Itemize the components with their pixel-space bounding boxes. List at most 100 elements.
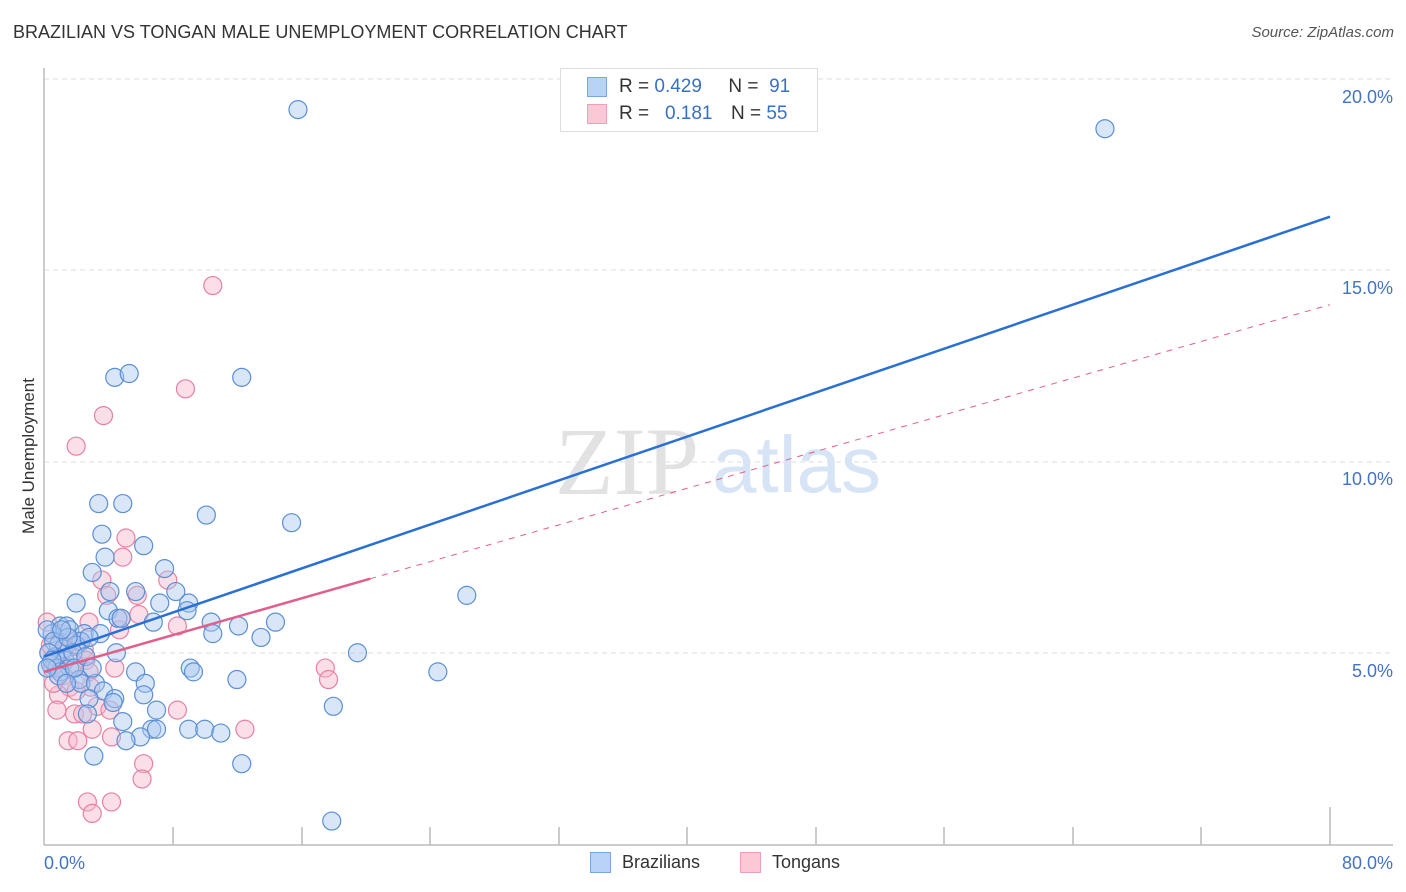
- r-value-tongans: 0.181: [664, 103, 713, 124]
- brazilian-point: [1095, 119, 1115, 139]
- trend-lines: [43, 215, 1331, 674]
- brazilian-point: [44, 631, 64, 651]
- brazilian-point: [103, 692, 123, 713]
- tongan-point: [116, 528, 136, 548]
- brazilian-point: [251, 627, 271, 648]
- tongan-point: [175, 379, 196, 399]
- brazilian-point: [227, 669, 247, 690]
- watermark-atlas: atlas: [712, 420, 881, 509]
- brazilian-point: [66, 593, 86, 613]
- brazilian-point: [52, 620, 72, 640]
- legend-item-tongans[interactable]: Tongans: [740, 852, 840, 873]
- brazilian-point: [183, 662, 204, 682]
- tongan-point: [132, 769, 152, 789]
- n-label: N =: [728, 76, 759, 97]
- legend-row-brazilians: R = 0.429 N = 91: [587, 75, 790, 99]
- brazilian-point: [457, 585, 477, 605]
- brazilians-points: [37, 99, 1115, 831]
- y-tick-15: 15.0%: [1341, 278, 1393, 298]
- brazilian-point: [142, 719, 162, 739]
- y-tick-20: 20.0%: [1341, 87, 1393, 107]
- y-tick-10: 10.0%: [1341, 469, 1393, 489]
- tongan-point: [315, 658, 335, 678]
- brazilian-point: [79, 689, 99, 709]
- brazilians-swatch: [587, 77, 607, 97]
- tongans-trend-line: [43, 577, 371, 674]
- gridlines: [44, 78, 1393, 654]
- tongan-point: [158, 570, 178, 590]
- brazilian-point: [288, 99, 308, 120]
- legend-label-tongans: Tongans: [772, 852, 841, 872]
- tongan-point: [92, 570, 112, 590]
- brazilian-point: [89, 493, 109, 514]
- tongan-point: [93, 406, 114, 426]
- brazilian-point: [154, 558, 175, 579]
- brazilian-point: [195, 719, 215, 739]
- watermark-zip: ZIP: [555, 408, 699, 515]
- brazilian-point: [105, 367, 125, 387]
- brazilian-point: [116, 731, 136, 751]
- brazilian-point: [196, 505, 216, 525]
- brazilian-point: [92, 524, 112, 544]
- n-value-tongans: 55: [766, 103, 788, 124]
- brazilians-swatch: [590, 852, 611, 873]
- brazilian-point: [232, 754, 252, 774]
- x-tick-max: 80.0%: [1341, 853, 1393, 873]
- tongans-swatch: [587, 104, 607, 124]
- legend-row-tongans: R = 0.181 N = 55: [587, 102, 787, 126]
- correlation-legend: R = 0.429 N = 91 R = 0.181 N = 55: [560, 68, 818, 132]
- brazilian-point: [113, 711, 133, 732]
- brazilian-point: [82, 562, 102, 583]
- y-tick-5: 5.0%: [1351, 661, 1393, 681]
- brazilian-point: [146, 719, 167, 739]
- n-label: N =: [730, 103, 762, 124]
- brazilian-point: [37, 620, 57, 640]
- r-label: R =: [619, 76, 650, 97]
- brazilian-point: [134, 536, 154, 556]
- brazilian-point: [113, 493, 133, 514]
- brazilian-point: [281, 513, 302, 533]
- tongan-point: [203, 275, 223, 296]
- tongan-point: [235, 719, 255, 739]
- brazilian-point: [100, 581, 120, 602]
- tongan-point: [82, 803, 102, 824]
- brazilians-trend-line: [43, 215, 1331, 658]
- chart-title: BRAZILIAN VS TONGAN MALE UNEMPLOYMENT CO…: [13, 22, 628, 42]
- tongan-point: [79, 612, 99, 632]
- source-label: Source: ZipAtlas.com: [1251, 24, 1394, 41]
- axes: [43, 68, 1393, 846]
- tongans-swatch: [740, 852, 761, 873]
- brazilian-point: [119, 363, 139, 384]
- tongans-trend-dashed: [370, 304, 1331, 580]
- tongan-point: [113, 547, 133, 567]
- brazilian-point: [84, 746, 104, 766]
- x-tick-min: 0.0%: [44, 853, 86, 873]
- brazilian-point: [166, 581, 186, 602]
- tongan-point: [82, 719, 102, 739]
- legend-item-brazilians[interactable]: Brazilians: [590, 852, 700, 873]
- brazilian-point: [203, 624, 223, 644]
- brazilian-point: [130, 727, 151, 747]
- r-label: R =: [619, 103, 650, 124]
- brazilian-point: [111, 608, 131, 628]
- brazilian-point: [134, 685, 154, 705]
- tongan-point: [77, 792, 98, 812]
- brazilian-point: [95, 547, 115, 567]
- brazilian-point: [232, 367, 252, 387]
- brazilian-point: [146, 700, 167, 720]
- brazilian-point: [211, 723, 231, 743]
- brazilian-point: [82, 658, 102, 678]
- r-value-brazilians: 0.429: [654, 76, 702, 97]
- tongan-point: [66, 436, 86, 456]
- brazilian-point: [77, 704, 98, 724]
- brazilian-point: [58, 627, 78, 648]
- brazilian-point: [228, 616, 249, 636]
- tongan-point: [58, 731, 78, 751]
- tongan-point: [47, 700, 67, 720]
- brazilian-point: [323, 696, 343, 716]
- tongan-point: [68, 731, 88, 751]
- brazilian-point: [322, 811, 342, 831]
- brazilian-point: [150, 593, 170, 613]
- tongan-point: [101, 792, 122, 812]
